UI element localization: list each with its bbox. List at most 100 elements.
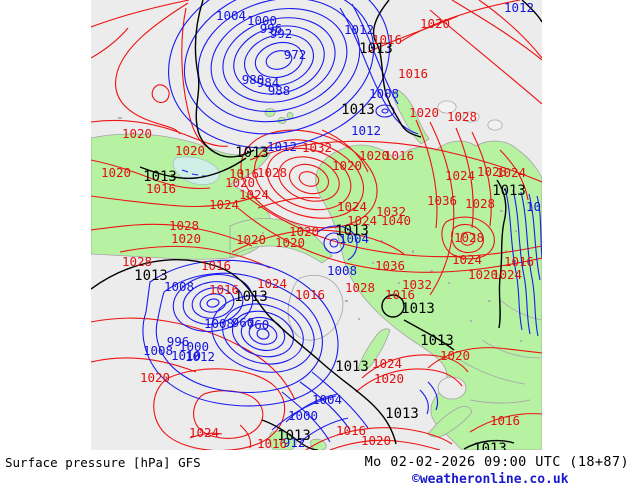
pressure-label: 1016 — [295, 287, 325, 302]
pressure-label: 1012 — [504, 0, 534, 15]
pressure-label: 1024 — [445, 168, 475, 183]
pressure-label: 1012 — [344, 22, 374, 37]
pressure-label: 1020 — [420, 16, 450, 31]
pressure-label: 1013 — [335, 359, 369, 375]
pressure-label: 1013 — [335, 223, 369, 239]
pressure-label: 1016 — [384, 148, 414, 163]
pressure-label: 1013 — [234, 289, 268, 305]
pressure-label: 1032 — [376, 204, 406, 219]
pressure-label: 1024 — [337, 199, 367, 214]
pressure-label: 1024 — [239, 187, 269, 202]
pressure-label: 1028 — [477, 164, 507, 179]
pressure-label: 1013 — [385, 406, 419, 422]
copyright-link[interactable]: ©weatheronline.co.uk — [412, 472, 569, 487]
pressure-label: 1016 — [201, 258, 231, 273]
pressure-label: 1024 — [347, 213, 377, 228]
pressure-label: 1016 — [490, 413, 520, 428]
pressure-label: 1013 — [401, 301, 435, 317]
pressure-label: 1020 — [225, 175, 255, 190]
pressure-label: 1024 — [189, 425, 219, 440]
pressure-label: 1008 — [204, 316, 234, 331]
pressure-label: 1016 — [209, 282, 239, 297]
pressure-label: 1016 — [385, 287, 415, 302]
pressure-label: 1000 — [288, 408, 318, 423]
isobar-1013 — [91, 0, 542, 450]
pressure-label: 1013 — [277, 428, 311, 444]
pressure-label: 1012 — [351, 123, 381, 138]
pressure-label: 1024 — [492, 267, 522, 282]
pressure-label: 1020 — [468, 267, 498, 282]
map-timestamp: Mo 02-02-2026 09:00 UTC (18+87) — [364, 454, 629, 470]
pressure-label: 960 — [232, 315, 255, 330]
pressure-label: 1020 — [275, 235, 305, 250]
pressure-label: 1020 — [122, 126, 152, 141]
map-title: Surface pressure [hPa] GFS — [5, 455, 201, 470]
pressure-label: 1020 — [236, 232, 266, 247]
pressure-label: 1008 — [164, 279, 194, 294]
pressure-label: 1028 — [345, 280, 375, 295]
pressure-label: 1020 — [289, 224, 319, 239]
pressure-label: 988 — [268, 83, 291, 98]
pressure-label: 1020 — [140, 370, 170, 385]
pressure-label: 1016 — [504, 254, 534, 269]
pressure-label: 1028 — [257, 165, 287, 180]
pressure-label: 996 — [167, 334, 190, 349]
pressure-label: 1024 — [257, 276, 287, 291]
pressure-label: 984 — [257, 75, 280, 90]
pressure-label: 1036 — [375, 258, 405, 273]
pressure-label: 972 — [284, 47, 307, 62]
pressure-label: 996 — [260, 21, 283, 36]
pressure-label: 1028 — [122, 254, 152, 269]
pressure-label: 1004 — [216, 8, 246, 23]
pressure-label: 912 — [283, 435, 306, 450]
pressure-label: 1013 — [420, 333, 454, 349]
pressure-label: 1024 — [372, 356, 402, 371]
pressure-label: 1013 — [235, 145, 269, 161]
pressure-label: 992 — [270, 26, 293, 41]
pressure-label: 1012 — [267, 139, 297, 154]
high-pressure-contours — [91, 0, 542, 450]
pressure-label: 1028 — [465, 196, 495, 211]
pressure-label: 1020 — [374, 371, 404, 386]
pressure-label: 1020 — [440, 348, 470, 363]
pressure-label: 1016 — [257, 436, 287, 451]
pressure-label: 1004 — [339, 231, 369, 246]
pressure-label: 1028 — [454, 230, 484, 245]
pressure-label: 1008 — [327, 263, 357, 278]
pressure-label: 1016 — [229, 166, 259, 181]
pressure-label: 1020 — [409, 105, 439, 120]
pressure-label: 1032 — [402, 277, 432, 292]
pressure-label: 1016 — [398, 66, 428, 81]
pressure-label: 1000 — [179, 339, 209, 354]
pressure-label: 1020 — [359, 148, 389, 163]
pressure-label: 1013 — [341, 102, 375, 118]
pressure-label: 1040 — [381, 213, 411, 228]
pressure-label: 1008 — [369, 86, 399, 101]
pressure-label: 1020 — [361, 433, 391, 448]
pressure-label: 1016 — [336, 423, 366, 438]
pressure-label: 1024 — [209, 197, 239, 212]
pressure-label: 1020 — [171, 231, 201, 246]
pressure-label: 1013 — [143, 169, 177, 185]
pressure-label: 1016 — [146, 181, 176, 196]
pressure-label: 1020 — [332, 158, 362, 173]
pressure-label: 980 — [242, 72, 265, 87]
pressure-label: 1036 — [427, 193, 457, 208]
pressure-label: 1016 — [526, 199, 556, 214]
pressure-label: 1012 — [185, 349, 215, 364]
pressure-label: 1032 — [302, 140, 332, 155]
pressure-label: 1000 — [247, 13, 277, 28]
pressure-labels: 1004 100099699297298098498810121008101210… — [101, 0, 556, 451]
pressure-label: 1016 — [372, 32, 402, 47]
pressure-label: 760 — [247, 317, 270, 332]
pressure-label: 1020 — [101, 165, 131, 180]
pressure-label: 1024 — [496, 165, 526, 180]
pressure-label: 1020 — [175, 143, 205, 158]
pressure-label: 1024 — [452, 252, 482, 267]
pressure-label: 1028 — [447, 109, 477, 124]
pressure-label: 1004 — [312, 392, 342, 407]
pressure-label: 1013 — [134, 268, 168, 284]
pressure-label: 1013 — [492, 183, 526, 199]
